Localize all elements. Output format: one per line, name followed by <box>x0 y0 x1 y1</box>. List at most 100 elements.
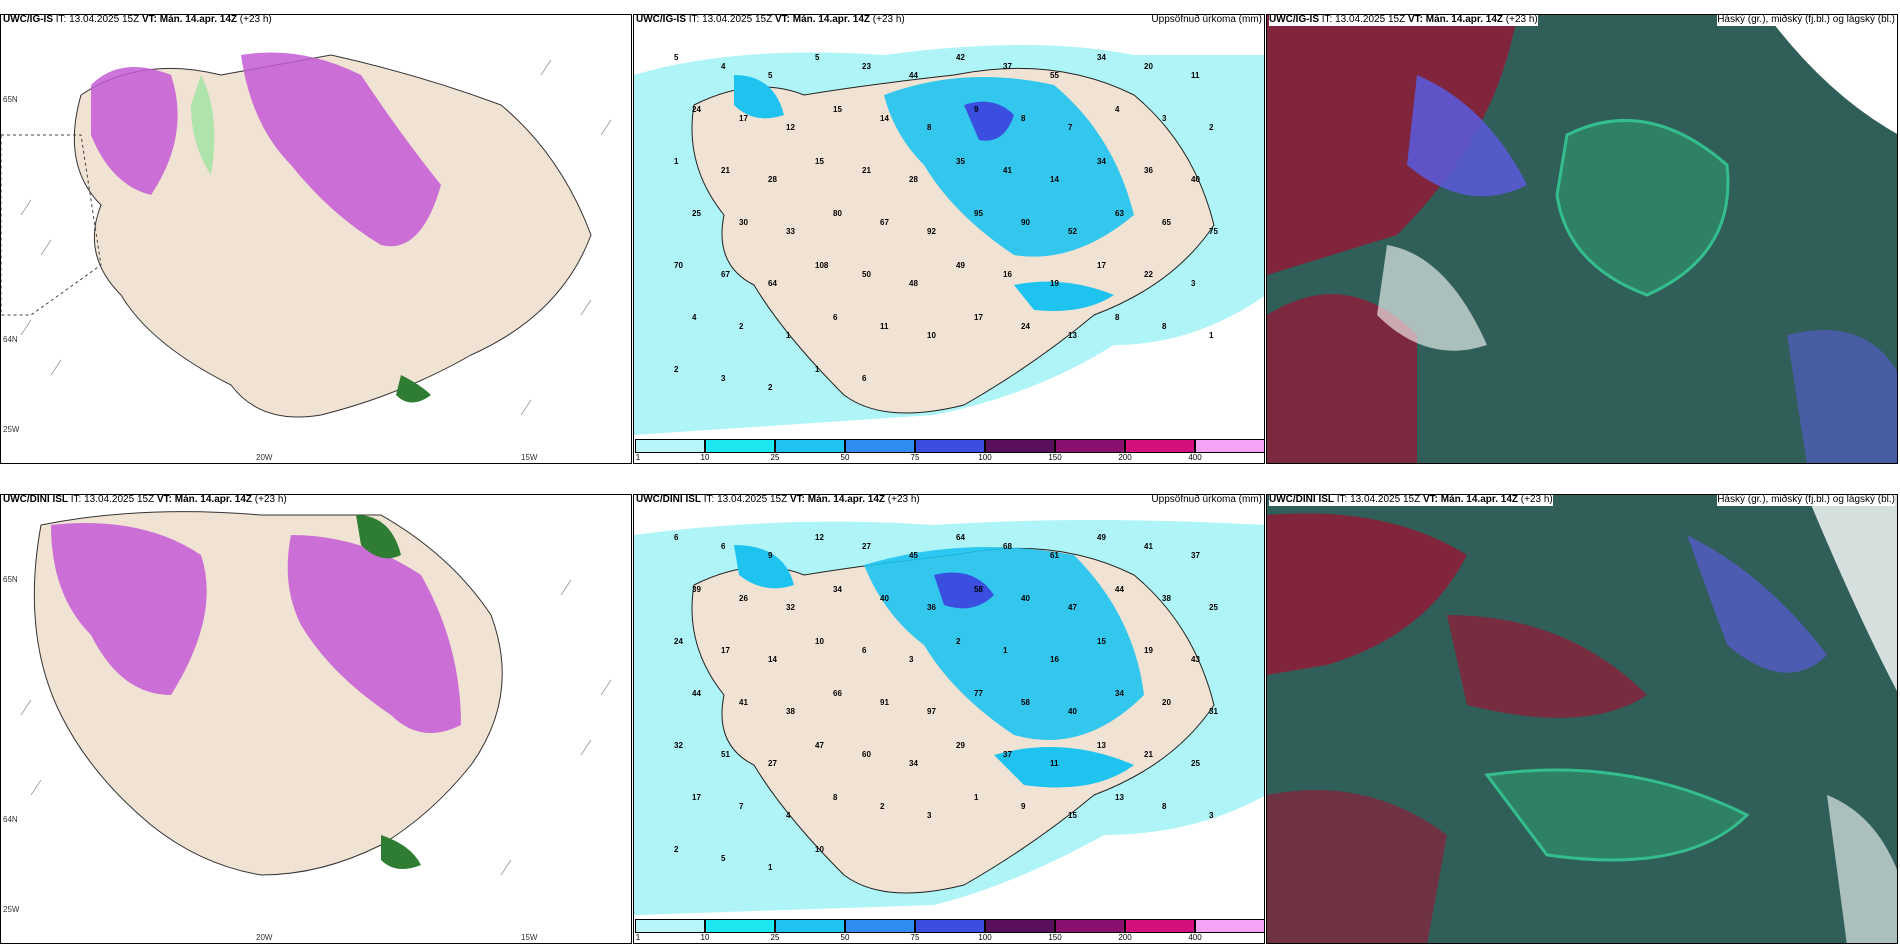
valid-time: Mán. 14.apr. 14Z <box>1440 494 1519 505</box>
precip-value-label: 15 <box>833 105 842 114</box>
precip-value-label: 4 <box>1115 105 1120 114</box>
legend-label: 1 <box>635 453 641 462</box>
lon-label: 20W <box>256 453 273 462</box>
panel-title: UWC/IG-IS IT: 13.04.2025 15Z VT: Mán. 14… <box>3 14 272 26</box>
precip-values: 5455234442375534201124171215148987432121… <box>674 53 1218 392</box>
precip-value-label: 37 <box>1003 750 1012 759</box>
panel-ig-is-clouds: UWC/IG-IS IT: 13.04.2025 15Z VT: Mán. 14… <box>1266 14 1898 464</box>
precip-value-label: 19 <box>1144 646 1153 655</box>
init-time: IT: 13.04.2025 15Z <box>1336 494 1421 505</box>
wind-barbs <box>20 59 612 416</box>
precip-value-label: 6 <box>862 374 867 383</box>
precip-value-label: 34 <box>1097 53 1106 62</box>
precip-value-label: 17 <box>1097 261 1106 270</box>
precip-value-label: 1 <box>1003 646 1008 655</box>
legend-label: 10 <box>700 933 710 942</box>
field-title: Háský (gr.), miðský (fj.bl.) og lágský (… <box>1717 494 1895 506</box>
precip-value-label: 22 <box>1144 270 1153 279</box>
valid-time: Mán. 14.apr. 14Z <box>807 494 886 505</box>
legend-label: 150 <box>1048 933 1062 942</box>
precip-value-label: 20 <box>1144 62 1153 71</box>
init-time: IT: 13.04.2025 15Z <box>70 494 155 505</box>
precip-value-label: 2 <box>674 365 679 374</box>
precip-value-label: 64 <box>956 533 965 542</box>
model-name: UWC/IG-IS <box>1269 14 1319 25</box>
precip-value-label: 30 <box>739 218 748 227</box>
precip-value-label: 58 <box>1021 698 1030 707</box>
precip-value-label: 1 <box>974 793 979 802</box>
legend-label: 25 <box>770 453 780 462</box>
panel-dini-clouds: UWC/DINI ISL IT: 13.04.2025 15Z VT: Mán.… <box>1266 494 1898 944</box>
lon-label: 20W <box>256 933 273 942</box>
precip-value-label: 1 <box>674 157 679 166</box>
panel-ig-is-wind: UWC/IG-IS IT: 13.04.2025 15Z VT: Mán. 14… <box>0 14 632 464</box>
precip-value-label: 34 <box>1115 689 1124 698</box>
lat-label: 64N <box>3 335 18 344</box>
init-time: IT: 13.04.2025 15Z <box>703 494 788 505</box>
precip-value-label: 3 <box>1162 114 1167 123</box>
precip-value-label: 28 <box>909 175 918 184</box>
precip-value-label: 23 <box>862 62 871 71</box>
valid-time: Mán. 14.apr. 14Z <box>159 14 238 25</box>
precip-value-label: 92 <box>927 227 936 236</box>
precip-value-label: 39 <box>692 585 701 594</box>
precip-value-label: 8 <box>1162 322 1167 331</box>
precip-values: 6691227456468614941373926323440365840474… <box>674 533 1218 872</box>
lead-time: (+23 h) <box>887 494 920 505</box>
precip-value-label: 33 <box>786 227 795 236</box>
precip-value-label: 41 <box>739 698 748 707</box>
panel-title: UWC/IG-IS IT: 13.04.2025 15Z VT: Mán. 14… <box>636 14 905 26</box>
precip-value-label: 8 <box>833 793 838 802</box>
legend-swatch <box>1125 439 1195 453</box>
vt-label: VT: <box>774 14 790 25</box>
precip-value-label: 24 <box>674 637 683 646</box>
lat-label: 65N <box>3 575 18 584</box>
precip-value-label: 1 <box>1209 331 1214 340</box>
precip-value-label: 67 <box>880 218 889 227</box>
precip-value-label: 34 <box>909 759 918 768</box>
precip-value-label: 15 <box>1068 811 1077 820</box>
precip-value-label: 95 <box>974 209 983 218</box>
legend-label: 400 <box>1188 933 1202 942</box>
precip-value-label: 4 <box>721 62 726 71</box>
precip-value-label: 5 <box>674 53 679 62</box>
lead-time: (+23 h) <box>1505 14 1538 25</box>
precip-value-label: 55 <box>1050 71 1059 80</box>
precip-value-label: 68 <box>1003 542 1012 551</box>
precip-value-label: 44 <box>1115 585 1124 594</box>
precip-value-label: 10 <box>815 845 824 854</box>
lead-time: (+23 h) <box>872 14 905 25</box>
precip-value-label: 63 <box>1115 209 1124 218</box>
precip-value-label: 50 <box>862 270 871 279</box>
lon-label: 15W <box>521 453 538 462</box>
precip-value-label: 52 <box>1068 227 1077 236</box>
precip-legend: 1 10 25 50 75 100 150 200 400 <box>635 919 1264 942</box>
vt-label: VT: <box>789 494 805 505</box>
precip-value-label: 2 <box>880 802 885 811</box>
precip-value-label: 25 <box>1209 603 1218 612</box>
precip-value-label: 16 <box>1003 270 1012 279</box>
panel-title: UWC/DINI ISL IT: 13.04.2025 15Z VT: Mán.… <box>636 494 920 506</box>
precip-value-label: 10 <box>927 331 936 340</box>
precip-value-label: 80 <box>833 209 842 218</box>
legend-swatch <box>985 919 1055 933</box>
precip-value-label: 17 <box>739 114 748 123</box>
legend-label: 10 <box>700 453 710 462</box>
precip-value-label: 14 <box>1050 175 1059 184</box>
precip-value-label: 3 <box>927 811 932 820</box>
precip-value-label: 2 <box>768 383 773 392</box>
legend-label: 75 <box>910 933 920 942</box>
precip-value-label: 17 <box>721 646 730 655</box>
precip-value-label: 2 <box>1209 123 1214 132</box>
precip-value-label: 43 <box>1191 655 1200 664</box>
precip-value-label: 91 <box>880 698 889 707</box>
panel-ig-is-precip: 5 4 5 5 23 44 42 37 55 34 20 11 24 17 12 15 14 8 9 8 7 4 3 2 1 21… <box>633 14 1265 464</box>
precip-value-label: 60 <box>862 750 871 759</box>
precip-value-label: 21 <box>721 166 730 175</box>
precip-value-label: 42 <box>956 53 965 62</box>
precip-value-label: 40 <box>1068 707 1077 716</box>
legend-swatch <box>1125 919 1195 933</box>
model-name: UWC/DINI ISL <box>636 494 701 505</box>
precip-value-label: 49 <box>956 261 965 270</box>
init-time: IT: 13.04.2025 15Z <box>55 14 140 25</box>
